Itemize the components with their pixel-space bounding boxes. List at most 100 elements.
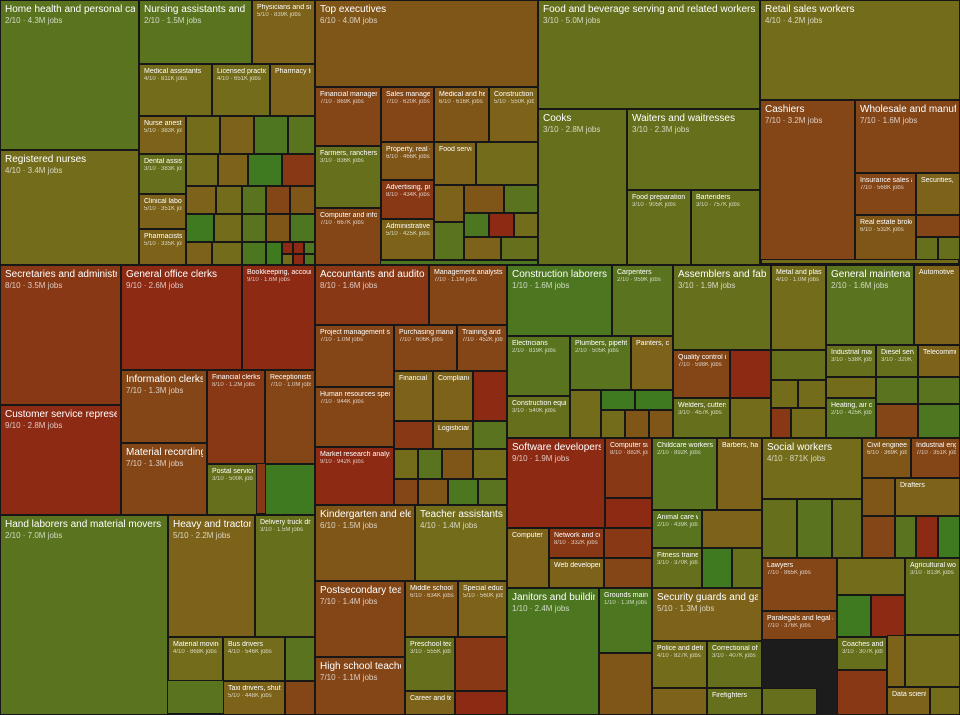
treemap-cell-cooks[interactable]: Cooks 3/10 · 2.8M jobs xyxy=(538,109,627,265)
treemap-cell-receptionists[interactable]: Receptionists 7/10 · 1.0M jobs xyxy=(265,370,315,464)
treemap-cell-coaches-and-scouts[interactable]: Coaches and scouts3/10 · 307K jobs xyxy=(837,637,887,670)
treemap-cell-industrial-engineers[interactable]: Industrial engineers7/10 · 351K jobs xyxy=(911,438,960,478)
treemap-cell-top-executives[interactable]: Top executives 6/10 · 4.0M jobs xyxy=(315,0,538,87)
treemap-cell-civil-engineers[interactable]: Civil engineers6/10 · 369K jobs xyxy=(862,438,911,478)
treemap-cell-postsecondary-teachers[interactable]: Postsecondary teachers7/10 · 1.4M jobs xyxy=(315,581,405,657)
treemap-cell-special-education-teachers[interactable]: Special education teachers5/10 · 560K jo… xyxy=(458,581,507,637)
treemap-cell-real-estate-brokers[interactable]: Real estate brokers6/10 · 532K jobs xyxy=(855,215,916,260)
treemap-cell-market-research-analysts[interactable]: Market research analysts9/10 · 942K jobs xyxy=(315,447,394,505)
treemap-cell-grounds-maintenance-workers[interactable]: Grounds maintenance workers1/10 · 1.3M j… xyxy=(599,588,652,653)
treemap-cell-material-moving-machine-operators[interactable]: Material moving machine operators4/10 · … xyxy=(168,637,223,681)
treemap-cell-preschool-teachers[interactable]: Preschool teachers3/10 · 555K jobs xyxy=(405,637,455,691)
treemap-cell-retail-sales-workers[interactable]: Retail sales workers 4/10 · 4.2M jobs xyxy=(760,0,960,100)
treemap-cell-lawyers[interactable]: Lawyers 7/10 · 865K jobs xyxy=(762,558,837,611)
treemap-cell-construction-laborers[interactable]: Construction laborers 1/10 · 1.6M jobs xyxy=(507,265,612,336)
treemap-cell-diesel-service-technicians[interactable]: Diesel service technicians3/10 · 320K jo… xyxy=(876,345,918,377)
treemap-cell-computer-programmers[interactable]: Computer programmers xyxy=(507,528,549,588)
treemap-cell-paralegals-and-legal-assistants[interactable]: Paralegals and legal assistants7/10 · 37… xyxy=(762,611,837,640)
treemap-cell-home-health-and-personal-care-aides[interactable]: Home health and personal care aides2/10 … xyxy=(0,0,139,150)
treemap-cell-telecommunications-technicians[interactable]: Telecommunications technicians xyxy=(918,345,960,377)
treemap-cell-bus-drivers[interactable]: Bus drivers 4/10 · 546K jobs xyxy=(223,637,285,681)
treemap-cell-high-school-teachers[interactable]: High school teachers7/10 · 1.1M jobs xyxy=(315,657,405,715)
treemap-cell-career-and-technical-teachers[interactable]: Career and technical teachers xyxy=(405,691,455,715)
treemap-cell-web-developers[interactable]: Web developers xyxy=(549,558,604,588)
treemap-cell-heavy-and-tractor-trailer-truck-drivers[interactable]: Heavy and tractor-trailer truck drivers5… xyxy=(168,515,255,637)
treemap-cell-welders-cutters[interactable]: Welders, cutters 3/10 · 457K jobs xyxy=(673,398,730,438)
treemap-cell-food-and-beverage-serving-and-related-workers[interactable]: Food and beverage serving and related wo… xyxy=(538,0,760,109)
treemap-cell-plumbers-pipefitters[interactable]: Plumbers, pipefitters2/10 · 505K jobs xyxy=(570,336,631,390)
treemap-cell-registered-nurses[interactable]: Registered nurses 4/10 · 3.4M jobs xyxy=(0,150,139,265)
treemap-cell-farmers-ranchers[interactable]: Farmers, ranchers 3/10 · 836K jobs xyxy=(315,146,381,208)
treemap-cell-drafters[interactable]: Drafters xyxy=(895,478,960,516)
treemap-cell-correctional-officers[interactable]: Correctional officers3/10 · 407K jobs xyxy=(707,641,762,688)
treemap-cell-heating-air-conditioning-mechanics[interactable]: Heating, air conditioning mechanics2/10 … xyxy=(826,398,876,438)
treemap-cell-delivery-truck-drivers[interactable]: Delivery truck drivers3/10 · 1.5M jobs xyxy=(255,515,315,637)
treemap-cell-hand-laborers-and-material-movers[interactable]: Hand laborers and material movers 2/10 · … xyxy=(0,515,168,715)
treemap-cell-customer-service-representatives[interactable]: Customer service representatives9/10 · 2… xyxy=(0,405,121,515)
treemap-cell-carpenters[interactable]: Carpenters 2/10 · 959K jobs xyxy=(612,265,673,336)
treemap-cell-social-workers[interactable]: Social workers 4/10 · 871K jobs xyxy=(762,438,862,499)
treemap-cell-waiters-and-waitresses[interactable]: Waiters and waitresses 3/10 · 2.3M jobs xyxy=(627,109,760,190)
treemap-cell-computer-support-specialists[interactable]: Computer support specialists8/10 · 882K … xyxy=(605,438,652,498)
treemap-cell-childcare-workers[interactable]: Childcare workers 2/10 · 892K jobs xyxy=(652,438,717,510)
treemap-cell-medical-and-health-services-managers[interactable]: Medical and health services managers6/10… xyxy=(434,87,489,142)
treemap-cell-industrial-machinery-mechanics[interactable]: Industrial machinery mechanics3/10 · 538… xyxy=(826,345,876,377)
treemap-cell-cashiers[interactable]: Cashiers 7/10 · 3.2M jobs xyxy=(760,100,855,260)
treemap-cell-accountants-and-auditors[interactable]: Accountants and auditors 8/10 · 1.6M jobs xyxy=(315,265,429,325)
treemap-cell-securities-commodities-sales-agents[interactable]: Securities, commodities sales agents xyxy=(916,173,960,215)
treemap-cell-teacher-assistants[interactable]: Teacher assistants 4/10 · 1.4M jobs xyxy=(415,505,507,581)
treemap-cell-financial-analysts[interactable]: Financial analysts xyxy=(394,371,433,421)
treemap-cell-taxi-drivers-shuttle-drivers[interactable]: Taxi drivers, shuttle drivers5/10 · 448K… xyxy=(223,681,285,715)
treemap-cell-secretaries-and-administrative-assistants[interactable]: Secretaries and administrative assistant… xyxy=(0,265,121,405)
treemap-cell-nursing-assistants-and-orderlies[interactable]: Nursing assistants and orderlies2/10 · 1… xyxy=(139,0,252,64)
treemap-cell-logisticians[interactable]: Logisticians xyxy=(433,421,473,449)
treemap-cell-compliance-officers[interactable]: Compliance officers xyxy=(433,371,473,421)
treemap-cell-food-service-managers[interactable]: Food service managers xyxy=(434,142,476,185)
treemap-cell-firefighters[interactable]: Firefighters xyxy=(707,688,762,715)
treemap-cell-electricians[interactable]: Electricians 2/10 · 819K jobs xyxy=(507,336,570,396)
treemap-cell-physicians-and-surgeons[interactable]: Physicians and surgeons5/10 · 839K jobs xyxy=(252,0,315,64)
treemap-cell-painters-construction[interactable]: Painters, construction xyxy=(631,336,673,390)
treemap-cell-kindergarten-and-elementary-school-teachers[interactable]: Kindergarten and elementary school teach… xyxy=(315,505,415,581)
treemap-cell-insurance-sales-agents[interactable]: Insurance sales agents7/10 · 568K jobs xyxy=(855,173,916,215)
treemap-cell-pharmacy-technicians[interactable]: Pharmacy technicians xyxy=(270,64,315,116)
treemap-cell-middle-school-teachers[interactable]: Middle school teachers6/10 · 634K jobs xyxy=(405,581,458,637)
treemap-cell-fitness-trainers[interactable]: Fitness trainers3/10 · 370K jobs xyxy=(652,548,702,588)
treemap-cell-barbers-hairstylists[interactable]: Barbers, hairstylists xyxy=(717,438,762,510)
treemap-cell-information-clerks[interactable]: Information clerks 7/10 · 1.3M jobs xyxy=(121,370,207,443)
treemap-cell-quality-control-inspectors[interactable]: Quality control inspectors7/10 · 598K jo… xyxy=(673,350,730,398)
treemap-cell-computer-and-information-systems-managers[interactable]: Computer and information systems manager… xyxy=(315,208,381,265)
treemap-cell-bartenders[interactable]: Bartenders 3/10 · 757K jobs xyxy=(691,190,760,265)
treemap-cell-financial-clerks[interactable]: Financial clerks 8/10 · 1.2M jobs xyxy=(207,370,265,464)
treemap-cell-dental-assistants[interactable]: Dental assistants3/10 · 383K jobs xyxy=(139,154,186,194)
treemap-cell-wholesale-and-manufacturing-sales-representatives[interactable]: Wholesale and manufacturing sales repres… xyxy=(855,100,960,173)
treemap-cell-general-office-clerks[interactable]: General office clerks 9/10 · 2.6M jobs xyxy=(121,265,242,370)
treemap-cell-financial-managers[interactable]: Financial managers 7/10 · 869K jobs xyxy=(315,87,381,146)
treemap-cell-automotive-technicians[interactable]: Automotive technicians xyxy=(914,265,960,345)
treemap-cell-construction-equipment-operators[interactable]: Construction equipment operators3/10 · 5… xyxy=(507,396,570,438)
treemap-cell-clinical-laboratory-technologists[interactable]: Clinical laboratory technologists5/10 · … xyxy=(139,194,186,229)
treemap-cell-assemblers-and-fabricators[interactable]: Assemblers and fabricators3/10 · 1.9M jo… xyxy=(673,265,771,350)
treemap-cell-project-management-specialists[interactable]: Project management specialists7/10 · 1.0… xyxy=(315,325,394,387)
treemap-cell-janitors-and-building-cleaners[interactable]: Janitors and building cleaners1/10 · 2.4… xyxy=(507,588,599,715)
treemap-cell-nurse-anesthetists[interactable]: Nurse anesthetists5/10 · 383K jobs xyxy=(139,116,186,154)
treemap-cell-advertising-promotions-managers[interactable]: Advertising, promotions managers8/10 · 4… xyxy=(381,180,434,219)
treemap-cell-data-scientists[interactable]: Data scientists xyxy=(887,687,930,715)
treemap-cell-network-and-computer-systems-administrators[interactable]: Network and computer systems administrat… xyxy=(549,528,604,558)
treemap-cell-general-maintenance-and-repair-workers[interactable]: General maintenance and repair workers2/… xyxy=(826,265,914,345)
treemap-cell-administrative-services-managers[interactable]: Administrative services managers5/10 · 4… xyxy=(381,219,434,260)
treemap-cell-medical-assistants[interactable]: Medical assistants 4/10 · 811K jobs xyxy=(139,64,212,116)
treemap-cell-police-and-detectives[interactable]: Police and detectives4/10 · 827K jobs xyxy=(652,641,707,688)
treemap-cell-human-resources-specialists[interactable]: Human resources specialists7/10 · 944K j… xyxy=(315,387,394,447)
treemap-cell-construction-managers[interactable]: Construction managers5/10 · 550K jobs xyxy=(489,87,538,142)
